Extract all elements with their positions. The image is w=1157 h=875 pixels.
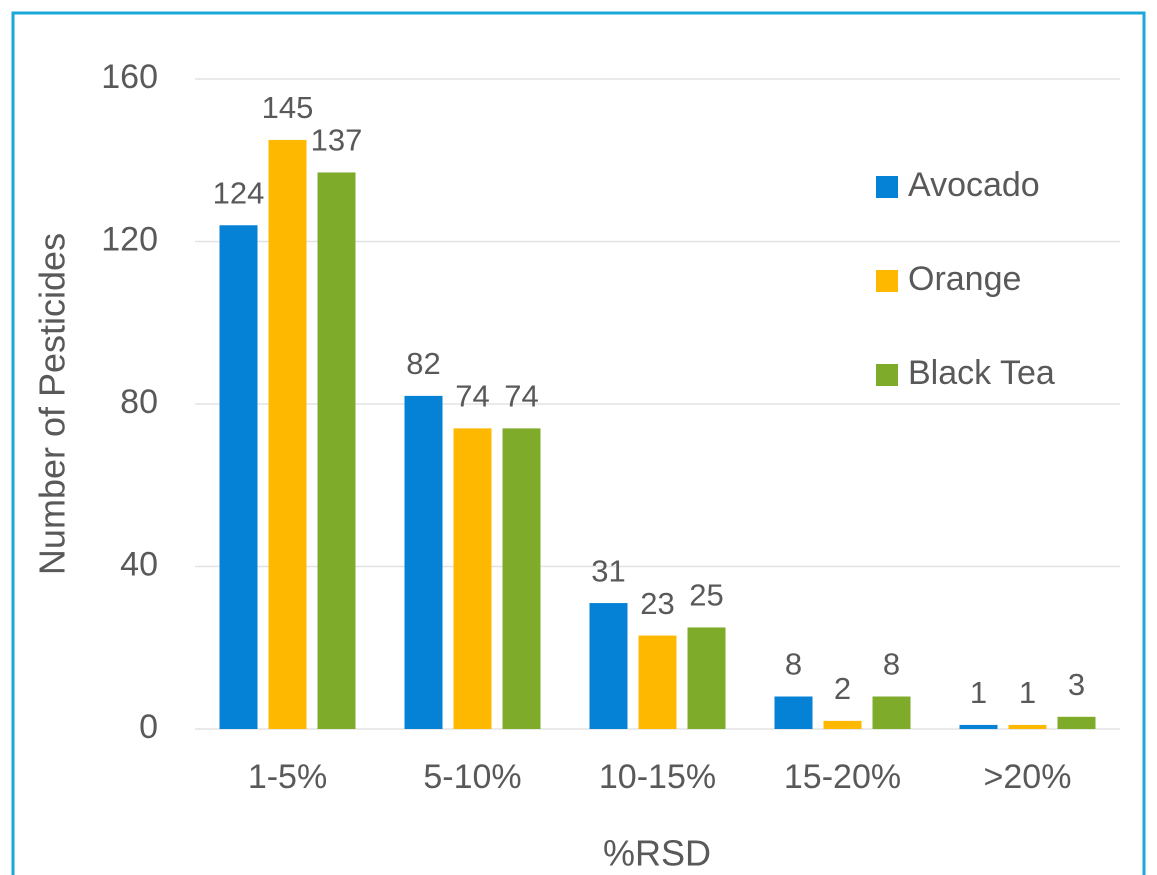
data-label: 31 [591,553,625,588]
data-label: 23 [640,586,674,621]
bar [823,720,862,729]
bar [687,627,726,729]
data-label: 1 [1019,675,1036,710]
bar [774,696,813,729]
y-axis-label: Number of Pesticides [32,233,73,575]
data-label: 8 [785,647,802,682]
bar [317,172,356,729]
bar [589,603,628,729]
bar [268,139,307,729]
bar [453,428,492,729]
legend-label: Avocado [908,166,1040,204]
y-tick-label: 40 [120,545,158,583]
data-label: 124 [213,175,265,210]
legend-label: Black Tea [908,354,1055,392]
x-axis-label: %RSD [603,833,711,874]
y-tick-label: 80 [120,383,158,421]
legend-label: Orange [908,260,1021,298]
data-label: 3 [1068,667,1085,702]
x-tick-label: 5-10% [423,758,521,796]
legend-swatch [876,270,898,292]
bar [219,225,258,729]
bar [638,635,677,729]
legend-swatch [876,364,898,386]
data-label: 74 [504,379,538,414]
bar [502,428,541,729]
bar [1057,716,1096,729]
bar [404,395,443,729]
x-tick-label: >20% [984,758,1072,796]
data-label: 8 [883,647,900,682]
y-tick-label: 0 [139,708,158,746]
data-label: 1 [970,675,987,710]
data-label: 74 [455,379,489,414]
bar [959,724,998,729]
y-tick-label: 160 [101,58,158,96]
bar [872,696,911,729]
data-label: 137 [311,123,363,158]
data-label: 145 [262,90,314,125]
legend-swatch [876,176,898,198]
data-label: 82 [406,346,440,381]
x-tick-label: 15-20% [784,758,901,796]
data-label: 25 [689,578,723,613]
y-tick-label: 120 [101,220,158,258]
data-label: 2 [834,671,851,706]
chart-border [11,11,1146,875]
x-tick-label: 1-5% [248,758,327,796]
bar [1008,724,1047,729]
x-tick-label: 10-15% [599,758,716,796]
